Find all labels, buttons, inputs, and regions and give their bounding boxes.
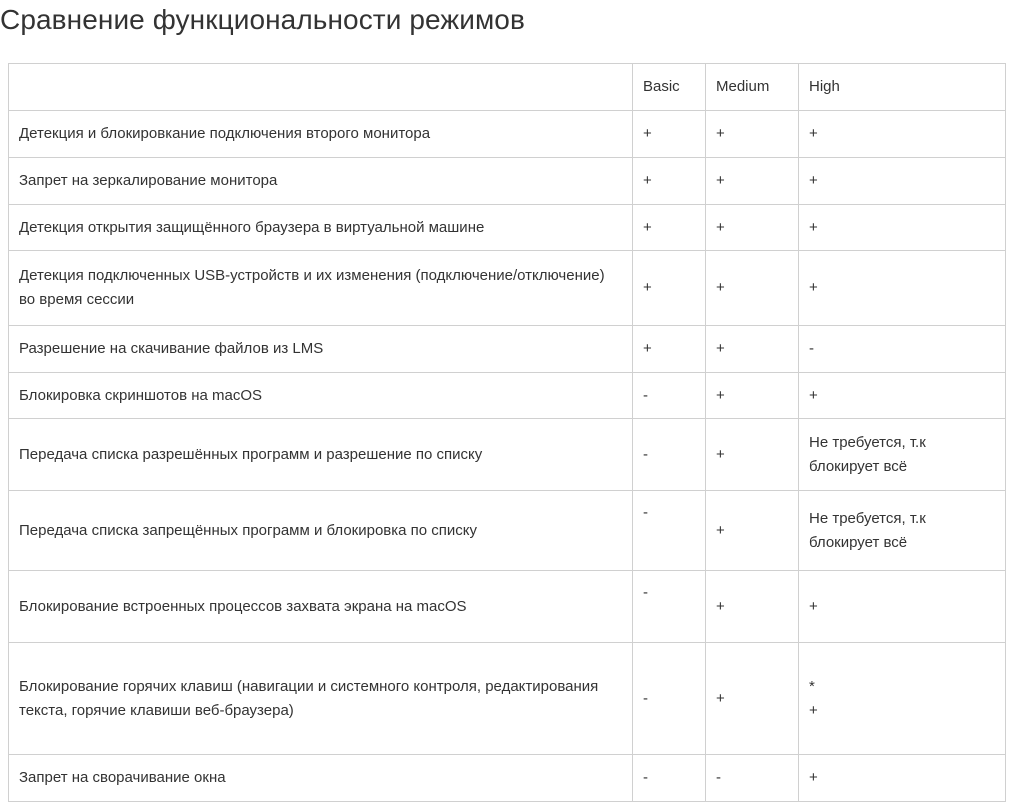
cell-feature: Детекция подключенных USB-устройств и их… [8, 250, 633, 326]
cell-basic: + [632, 250, 706, 326]
cell-basic: + [632, 110, 706, 158]
cell-feature: Запрет на зеркалирование монитора [8, 157, 633, 205]
table-row: Детекция подключенных USB-устройств и их… [8, 250, 1006, 326]
cell-medium: + [705, 110, 799, 158]
cell-feature: Детекция и блокировкание подключения вто… [8, 110, 633, 158]
page-title: Сравнение функциональности режимов [0, 4, 525, 35]
cell-basic: + [632, 157, 706, 205]
table-row: Блокировка скриншотов на macOS - + + [8, 372, 1006, 419]
cell-basic: - [632, 490, 706, 571]
cell-high: + [798, 250, 1006, 326]
cell-medium: + [705, 570, 799, 643]
cell-high: Не требуется, т.к блокирует всё [798, 490, 1006, 571]
table-row: Передача списка запрещённых программ и б… [8, 490, 1006, 571]
cell-basic: - [632, 642, 706, 755]
header-cell-feature [8, 63, 633, 111]
cell-feature: Детекция открытия защищённого браузера в… [8, 204, 633, 251]
cell-high: * + [798, 642, 1006, 755]
cell-medium: + [705, 372, 799, 419]
cell-medium: + [705, 418, 799, 491]
table-header-row: Basic Medium High [8, 63, 1006, 111]
cell-basic: + [632, 325, 706, 373]
cell-basic: - [632, 372, 706, 419]
header-cell-medium: Medium [705, 63, 799, 111]
table-row: Блокирование горячих клавиш (навигации и… [8, 642, 1006, 755]
cell-medium: + [705, 250, 799, 326]
cell-high: - [798, 325, 1006, 373]
cell-feature: Блокирование горячих клавиш (навигации и… [8, 642, 633, 755]
header-cell-basic: Basic [632, 63, 706, 111]
cell-feature: Запрет на сворачивание окна [8, 754, 633, 802]
cell-feature: Передача списка запрещённых программ и б… [8, 490, 633, 571]
table-row: Блокирование встроенных процессов захват… [8, 570, 1006, 643]
table-row: Передача списка разрешённых программ и р… [8, 418, 1006, 491]
cell-basic: + [632, 204, 706, 251]
cell-feature: Разрешение на скачивание файлов из LMS [8, 325, 633, 373]
cell-medium: + [705, 490, 799, 571]
cell-high: + [798, 110, 1006, 158]
cell-feature: Передача списка разрешённых программ и р… [8, 418, 633, 491]
cell-high: + [798, 570, 1006, 643]
cell-high: + [798, 204, 1006, 251]
table-row: Запрет на зеркалирование монитора + + + [8, 157, 1006, 205]
table-row: Разрешение на скачивание файлов из LMS + +… [8, 325, 1006, 373]
cell-high: + [798, 157, 1006, 205]
cell-basic: - [632, 754, 706, 802]
modes-comparison-table: Basic Medium High Детекция и блокировкан… [8, 63, 1006, 802]
cell-medium: + [705, 325, 799, 373]
cell-basic: - [632, 570, 706, 643]
header-cell-high: High [798, 63, 1006, 111]
cell-medium: + [705, 642, 799, 755]
cell-high: + [798, 754, 1006, 802]
cell-feature: Блокирование встроенных процессов захват… [8, 570, 633, 643]
cell-feature: Блокировка скриншотов на macOS [8, 372, 633, 419]
cell-medium: + [705, 157, 799, 205]
table-row: Запрет на сворачивание окна - - + [8, 754, 1006, 802]
cell-medium: + [705, 204, 799, 251]
cell-medium: - [705, 754, 799, 802]
cell-basic: - [632, 418, 706, 491]
table-row: Детекция и блокировкание подключения вто… [8, 110, 1006, 158]
table-row: Детекция открытия защищённого браузера в… [8, 204, 1006, 251]
cell-high: + [798, 372, 1006, 419]
cell-high: Не требуется, т.к блокирует всё [798, 418, 1006, 491]
